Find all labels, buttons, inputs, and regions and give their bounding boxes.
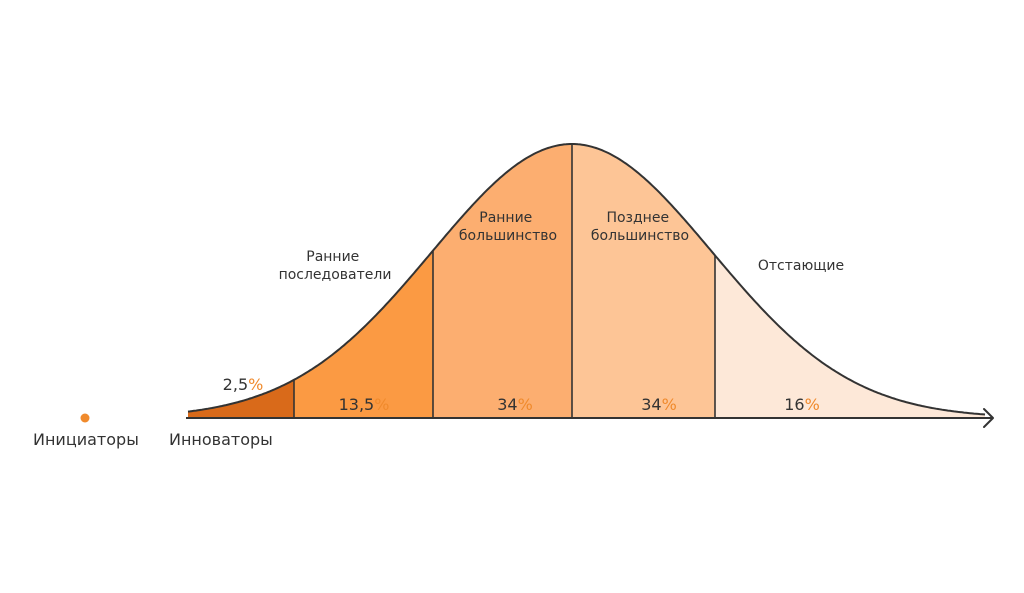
axis-arrow-icon xyxy=(983,408,994,428)
percent-laggards: 16% xyxy=(784,395,820,414)
bell-curve xyxy=(187,143,986,416)
segment-label-late-majority: Позднее большинство xyxy=(591,210,689,244)
region-early-majority xyxy=(433,144,572,418)
label-initiators: Инициаторы xyxy=(33,430,139,449)
region-late-majority xyxy=(572,144,715,418)
percent-early-majority: 34% xyxy=(497,395,533,414)
region-laggards xyxy=(715,255,985,418)
percent-late-majority: 34% xyxy=(641,395,677,414)
segment-label-laggards: Отстающие xyxy=(758,258,844,274)
label-innovators: Инноваторы xyxy=(169,430,273,449)
segment-label-early-adopters: Ранние последователи xyxy=(279,249,392,283)
initiators-dot-icon xyxy=(80,413,90,423)
percent-early-adopters: 13,5% xyxy=(339,395,390,414)
percent-innovators: 2,5% xyxy=(223,375,264,394)
segment-label-early-majority: Ранние большинство xyxy=(459,210,557,244)
